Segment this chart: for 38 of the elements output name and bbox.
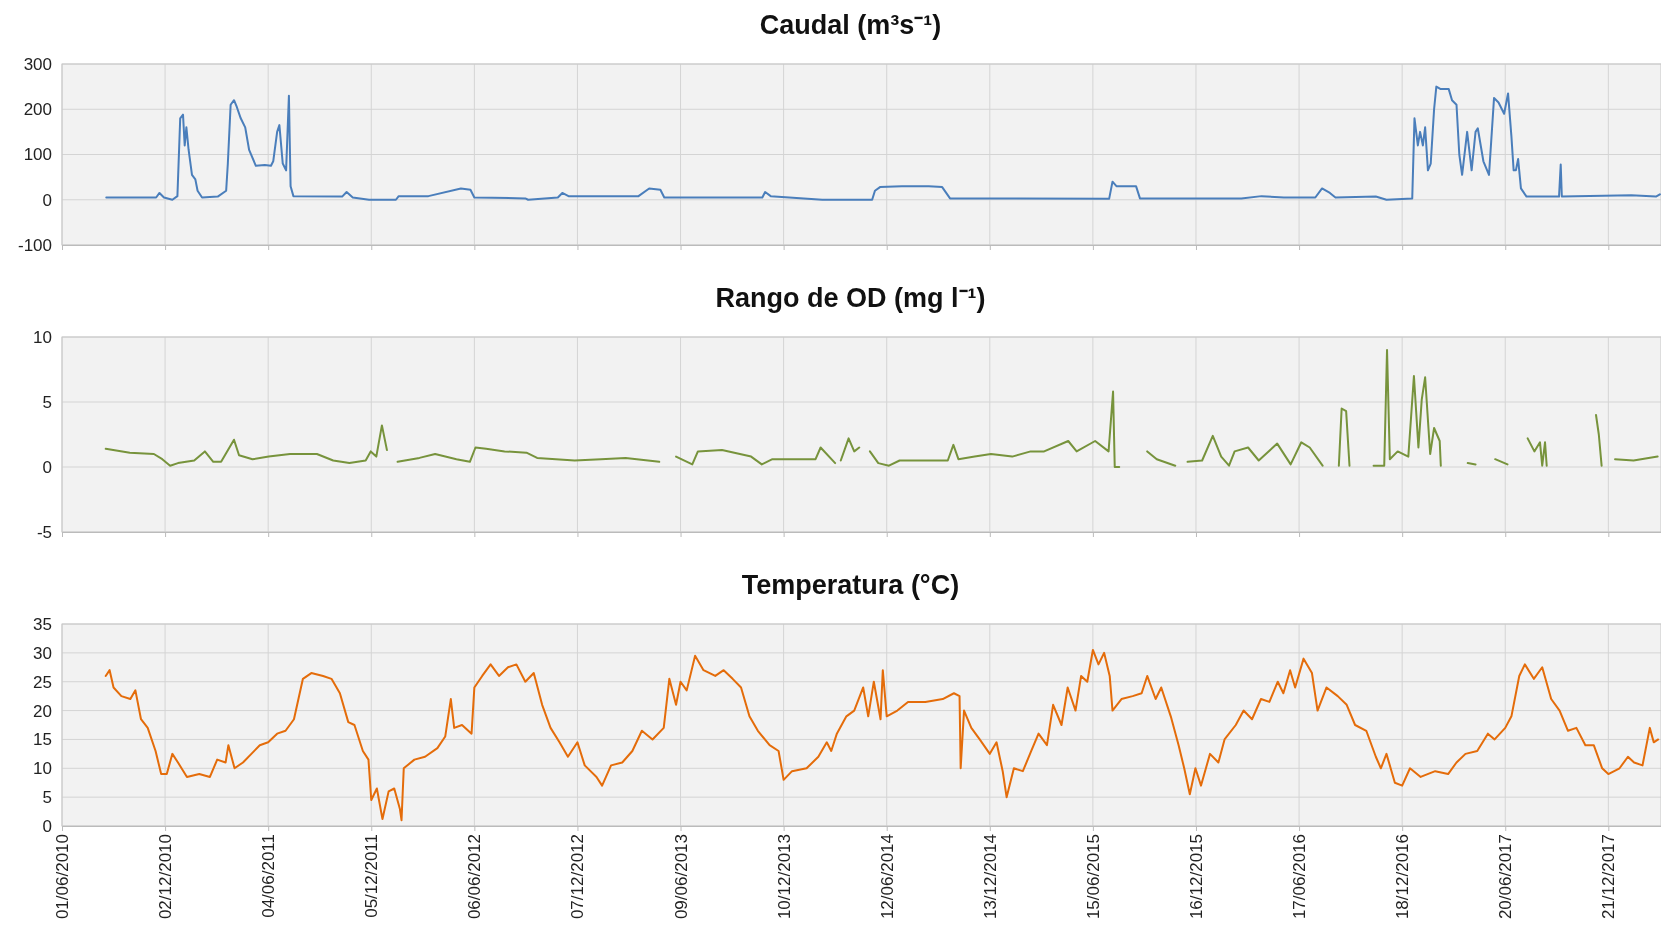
chart-title: Caudal (m³s⁻¹) (759, 10, 942, 40)
line-series (105, 85, 1661, 201)
y-tick-label: 35 (33, 614, 52, 634)
chart-title: Rango de OD (mg l⁻¹) (715, 283, 986, 313)
y-tick-label: 0 (42, 457, 52, 477)
y-tick-label: 30 (33, 643, 52, 663)
x-tick-label: 15/06/2015 (1083, 834, 1103, 920)
x-tick-label: 21/12/2017 (1599, 834, 1619, 920)
x-tick-label: 09/06/2013 (671, 834, 691, 920)
chart-title: Temperatura (°C) (741, 570, 960, 600)
y-tick-label: 15 (33, 730, 52, 750)
x-tick-label: 02/12/2010 (156, 834, 176, 920)
x-tick-label: 01/06/2010 (53, 834, 72, 920)
x-tick-label: 20/06/2017 (1496, 834, 1516, 920)
y-tick-label: 20 (33, 701, 52, 721)
x-tick-label: 18/12/2016 (1393, 834, 1413, 920)
y-tick-label: 300 (23, 54, 52, 74)
y-tick-label: -100 (17, 235, 52, 255)
x-tick-label: 10/12/2013 (774, 834, 794, 920)
x-tick-label: 05/12/2011 (362, 834, 382, 918)
x-tick-label: 13/12/2014 (980, 834, 1000, 920)
x-tick-label: 12/06/2014 (877, 834, 897, 920)
y-tick-label: 5 (42, 788, 52, 808)
y-tick-label: 0 (42, 816, 52, 836)
y-tick-label: 10 (33, 327, 52, 347)
y-tick-label: 5 (42, 392, 52, 412)
line-series (104, 648, 1660, 822)
y-tick-label: 0 (42, 190, 52, 210)
y-tick-label: 100 (23, 145, 52, 165)
x-tick-label: 04/06/2011 (259, 834, 279, 918)
x-tick-label: 06/06/2012 (465, 834, 485, 920)
x-tick-label: 17/06/2016 (1290, 834, 1310, 920)
x-tick-label: 07/12/2012 (568, 834, 588, 920)
y-tick-label: -5 (36, 522, 52, 542)
y-tick-label: 25 (33, 672, 52, 692)
y-tick-label: 200 (23, 100, 52, 120)
x-tick-label: 16/12/2015 (1186, 834, 1206, 920)
y-tick-label: 10 (33, 759, 52, 779)
